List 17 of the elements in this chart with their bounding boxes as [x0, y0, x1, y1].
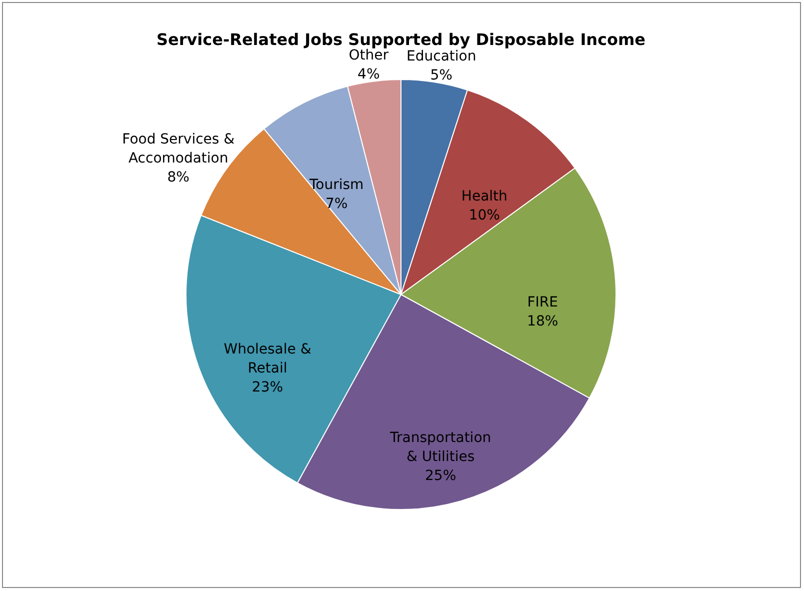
slice-label: Food Services & Accomodation	[122, 132, 235, 167]
slice-label: Tourism	[308, 177, 364, 194]
slice-label: Other	[348, 48, 389, 64]
slice-label: Transportation & Utilities	[389, 430, 492, 465]
data-label: 25%	[425, 468, 456, 484]
slice-label: Wholesale & Retail	[224, 342, 312, 377]
chart-title: Service-Related Jobs Supported by Disposable Income	[156, 30, 646, 49]
data-label: 10%	[468, 208, 500, 224]
data-label: 4%	[358, 66, 380, 83]
slice-label: FIRE	[527, 294, 558, 311]
slice-label: Education	[406, 48, 476, 65]
data-label: 8%	[167, 170, 190, 186]
data-label: 23%	[252, 380, 284, 396]
slice-label: Health	[461, 188, 508, 205]
data-label: 7%	[325, 196, 348, 212]
data-label: 5%	[430, 68, 452, 84]
data-label: 18%	[527, 314, 558, 330]
